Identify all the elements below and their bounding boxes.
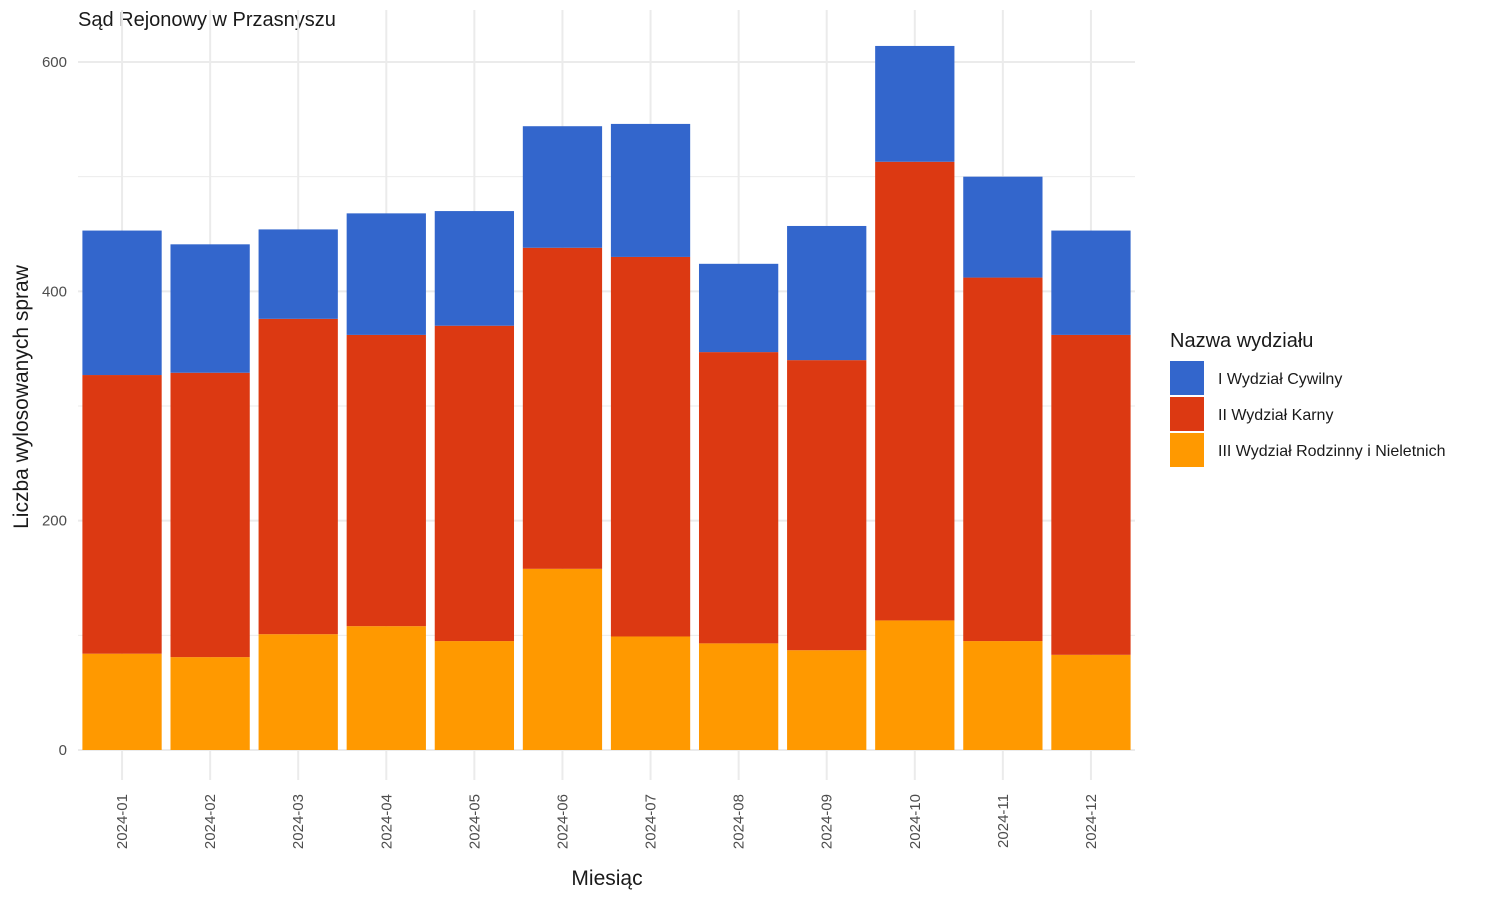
x-tick-label: 2024-03 xyxy=(290,794,307,849)
legend-label: I Wydział Cywilny xyxy=(1218,371,1342,388)
legend-key xyxy=(1170,361,1204,395)
bar-segment xyxy=(610,636,691,750)
bar-segment xyxy=(1051,334,1131,655)
legend-label: III Wydział Rodzinny i Nieletnich xyxy=(1218,443,1446,460)
x-tick-label: 2024-04 xyxy=(378,794,395,849)
bar-segment xyxy=(963,277,1043,642)
bar-segment xyxy=(346,626,426,750)
x-tick-label: 2024-09 xyxy=(819,794,836,849)
bars xyxy=(82,45,1131,750)
bar-segment xyxy=(82,653,162,750)
y-tick-label: 400 xyxy=(42,283,67,300)
bar-segment xyxy=(170,372,250,658)
y-axis-title: Liczba wylosowanych spraw xyxy=(10,264,33,529)
bar-segment xyxy=(787,225,867,361)
x-axis-title: Miesiąc xyxy=(571,867,642,890)
bar-segment xyxy=(434,641,515,750)
bar-segment xyxy=(875,45,955,162)
y-axis-ticks: 0 200 400 600 xyxy=(42,54,67,759)
bar-segment xyxy=(610,256,691,637)
bar-segment xyxy=(698,352,779,644)
bar-segment xyxy=(787,360,867,651)
bar-segment xyxy=(875,161,955,621)
x-axis-ticks: 2024-01 2024-02 2024-03 2024-04 2024-05 2024-… xyxy=(114,794,1100,849)
bar-segment xyxy=(1051,654,1131,750)
y-tick-label: 600 xyxy=(42,54,67,71)
bar-segment xyxy=(170,657,250,750)
x-tick-label: 2024-01 xyxy=(114,794,131,849)
bar-segment xyxy=(258,634,338,750)
x-tick-label: 2024-08 xyxy=(731,794,748,849)
legend: Nazwa wydziału I Wydział Cywilny II Wydzi… xyxy=(1170,330,1446,467)
x-tick-label: 2024-02 xyxy=(202,794,219,849)
legend-label: II Wydział Karny xyxy=(1218,407,1333,424)
bar-segment xyxy=(787,650,867,750)
x-tick-label: 2024-05 xyxy=(466,794,483,849)
bar-segment xyxy=(346,334,426,627)
bar-segment xyxy=(698,263,779,353)
bar-segment xyxy=(610,123,691,257)
bar-segment xyxy=(963,176,1043,278)
legend-key xyxy=(1170,433,1204,467)
bar-segment xyxy=(170,244,250,373)
y-tick-label: 0 xyxy=(59,742,67,759)
bar-segment xyxy=(346,213,426,335)
bar-segment xyxy=(698,643,779,750)
bar-segment xyxy=(258,318,338,635)
chart-title: Sąd Rejonowy w Przasnyszu xyxy=(78,9,336,31)
bar-segment xyxy=(963,641,1043,750)
bar-segment xyxy=(434,211,515,326)
x-tick-label: 2024-11 xyxy=(995,794,1012,848)
bar-segment xyxy=(82,230,162,376)
legend-key xyxy=(1170,397,1204,431)
x-tick-label: 2024-07 xyxy=(643,794,660,849)
x-tick-label: 2024-10 xyxy=(907,794,924,849)
bar-segment xyxy=(522,126,603,248)
legend-title: Nazwa wydziału xyxy=(1170,330,1313,352)
bar-segment xyxy=(82,375,162,654)
y-tick-label: 200 xyxy=(42,513,67,530)
x-tick-label: 2024-06 xyxy=(554,794,571,849)
bar-segment xyxy=(522,568,603,750)
x-tick-label: 2024-12 xyxy=(1083,794,1100,849)
bar-segment xyxy=(1051,230,1131,335)
bar-segment xyxy=(522,247,603,569)
bar-segment xyxy=(875,620,955,750)
bar-segment xyxy=(434,325,515,642)
bar-segment xyxy=(258,229,338,319)
